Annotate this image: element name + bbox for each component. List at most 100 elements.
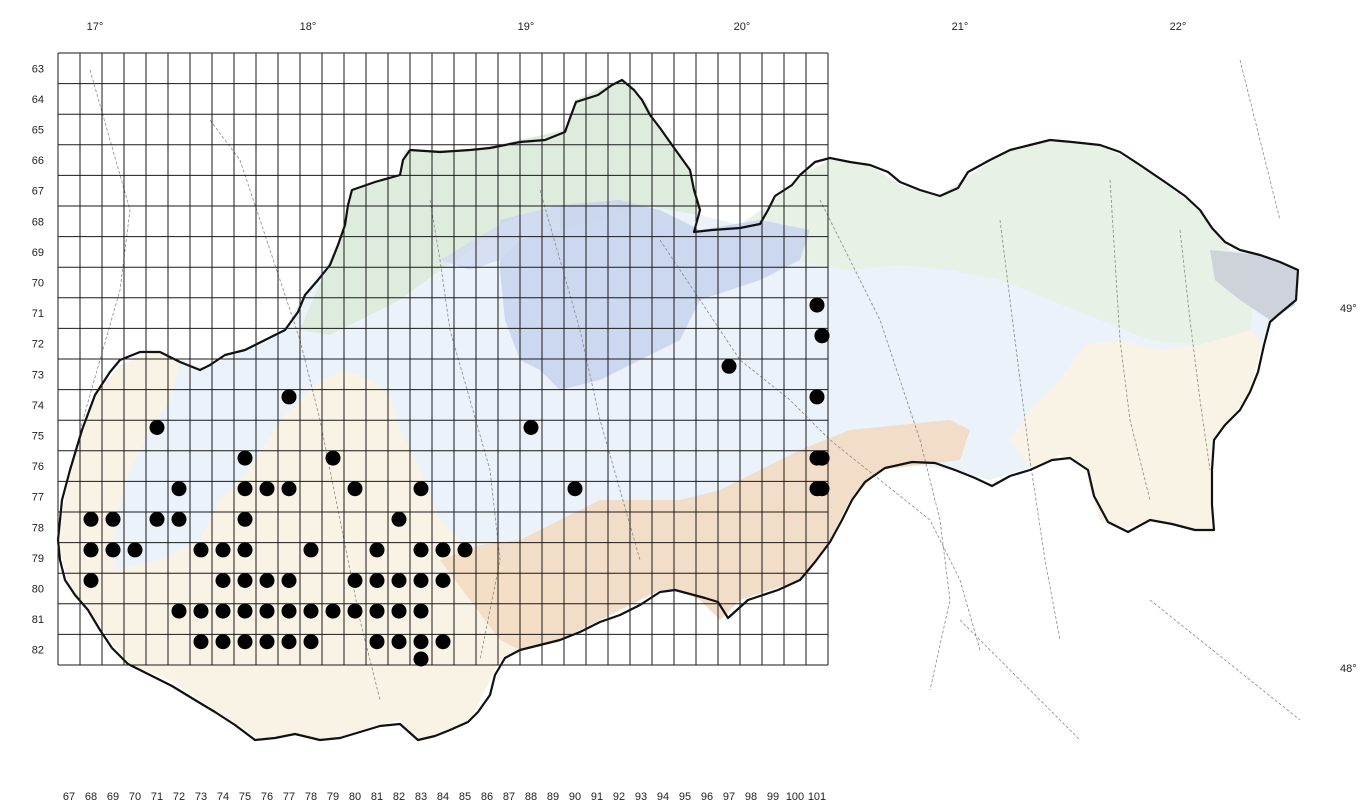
occurrence-dot: [413, 634, 429, 650]
occurrence-dot: [303, 634, 319, 650]
occurrence-dot: [215, 542, 231, 558]
occurrence-dot: [809, 389, 825, 405]
occurrence-dot: [369, 573, 385, 588]
occurrence-dot: [347, 603, 363, 619]
col-label: 74: [217, 791, 229, 803]
country-border: [56, 78, 1300, 742]
occurrence-dot: [83, 542, 99, 558]
occurrence-dot: [127, 542, 143, 558]
row-label: 68: [32, 216, 44, 228]
occurrence-dot: [259, 481, 275, 497]
occurrence-dot: [149, 420, 165, 435]
col-label: 89: [547, 791, 559, 803]
region-warm-hills: [440, 420, 970, 650]
occurrence-dot: [237, 542, 253, 558]
occurrence-dot: [391, 634, 407, 650]
occurrence-dot: [83, 573, 99, 588]
row-label: 66: [32, 155, 44, 167]
row-label: 80: [32, 584, 44, 596]
row-label: 78: [32, 522, 44, 534]
occurrence-dot: [325, 603, 341, 619]
region-grey-east: [1210, 250, 1298, 320]
longitude-label: 21°: [952, 21, 969, 33]
row-label: 63: [32, 63, 44, 75]
row-label: 76: [32, 461, 44, 473]
occurrence-dot: [413, 573, 429, 588]
occurrence-dot: [814, 481, 830, 497]
row-label: 79: [32, 553, 44, 565]
col-label: 83: [415, 791, 427, 803]
occurrence-dot: [435, 542, 451, 558]
col-labels: 67 68 69 70 71 72 73 74 75 76 77 78 79 80 81 82 83 84 85 86…: [63, 791, 826, 803]
col-label: 75: [239, 791, 251, 803]
col-label: 98: [745, 791, 757, 803]
row-label: 81: [32, 614, 44, 626]
occurrence-dot: [809, 297, 825, 313]
occurrence-dot: [237, 634, 253, 650]
occurrence-dot: [171, 603, 187, 619]
occurrence-dot: [281, 389, 297, 405]
col-label: 101: [808, 791, 826, 803]
occurrence-dot: [435, 573, 451, 588]
col-label: 79: [327, 791, 339, 803]
row-label: 73: [32, 369, 44, 381]
occurrence-dots: [83, 297, 830, 667]
col-label: 68: [85, 791, 97, 803]
col-label: 92: [613, 791, 625, 803]
occurrence-dot: [347, 573, 363, 588]
row-labels: 63 64 65 66 67 68 69 70 71 72 73 74 75 76 77 78 79 80 81 82: [32, 63, 44, 656]
terrain-regions: [58, 80, 1298, 740]
longitude-labels: 17° 18° 19° 20° 21° 22°: [87, 21, 1187, 33]
longitude-label: 17°: [87, 21, 104, 33]
col-label: 81: [371, 791, 383, 803]
occurrence-dot: [413, 481, 429, 497]
occurrence-dot: [303, 603, 319, 619]
occurrence-dot: [259, 573, 275, 588]
row-label: 69: [32, 247, 44, 259]
occurrence-dot: [215, 573, 231, 588]
occurrence-dot: [413, 651, 429, 667]
occurrence-dot: [413, 542, 429, 558]
col-label: 93: [635, 791, 647, 803]
col-label: 96: [701, 791, 713, 803]
occurrence-dot: [347, 481, 363, 497]
row-label: 82: [32, 645, 44, 657]
row-label: 72: [32, 339, 44, 351]
col-label: 73: [195, 791, 207, 803]
col-label: 78: [305, 791, 317, 803]
longitude-label: 22°: [1170, 21, 1187, 33]
col-label: 100: [786, 791, 804, 803]
occurrence-dot: [369, 542, 385, 558]
occurrence-dot: [171, 511, 187, 527]
col-label: 90: [569, 791, 581, 803]
col-label: 76: [261, 791, 273, 803]
region-montane-north: [440, 205, 560, 270]
latitude-labels: 49° 48°: [1340, 303, 1357, 675]
col-label: 69: [107, 791, 119, 803]
grid-lines: [57, 52, 829, 666]
occurrence-dot: [281, 603, 297, 619]
occurrence-dot: [721, 358, 737, 374]
longitude-label: 20°: [734, 21, 751, 33]
col-label: 91: [591, 791, 603, 803]
occurrence-dot: [149, 511, 165, 527]
occurrence-dot: [215, 603, 231, 619]
row-label: 77: [32, 492, 44, 504]
region-mountain-green-east: [740, 140, 1260, 345]
latitude-label: 49°: [1340, 303, 1357, 315]
col-label: 94: [657, 791, 669, 803]
occurrence-dot: [237, 511, 253, 527]
occurrence-dot: [567, 481, 583, 497]
occurrence-dot: [369, 603, 385, 619]
col-label: 72: [173, 791, 185, 803]
col-label: 87: [503, 791, 515, 803]
occurrence-dot: [457, 542, 473, 558]
occurrence-dot: [237, 450, 253, 466]
col-label: 84: [437, 791, 449, 803]
occurrence-dot: [259, 634, 275, 650]
row-label: 71: [32, 308, 44, 320]
occurrence-dot: [237, 603, 253, 619]
occurrence-dot: [193, 542, 209, 558]
occurrence-dot: [237, 481, 253, 497]
col-label: 67: [63, 791, 75, 803]
